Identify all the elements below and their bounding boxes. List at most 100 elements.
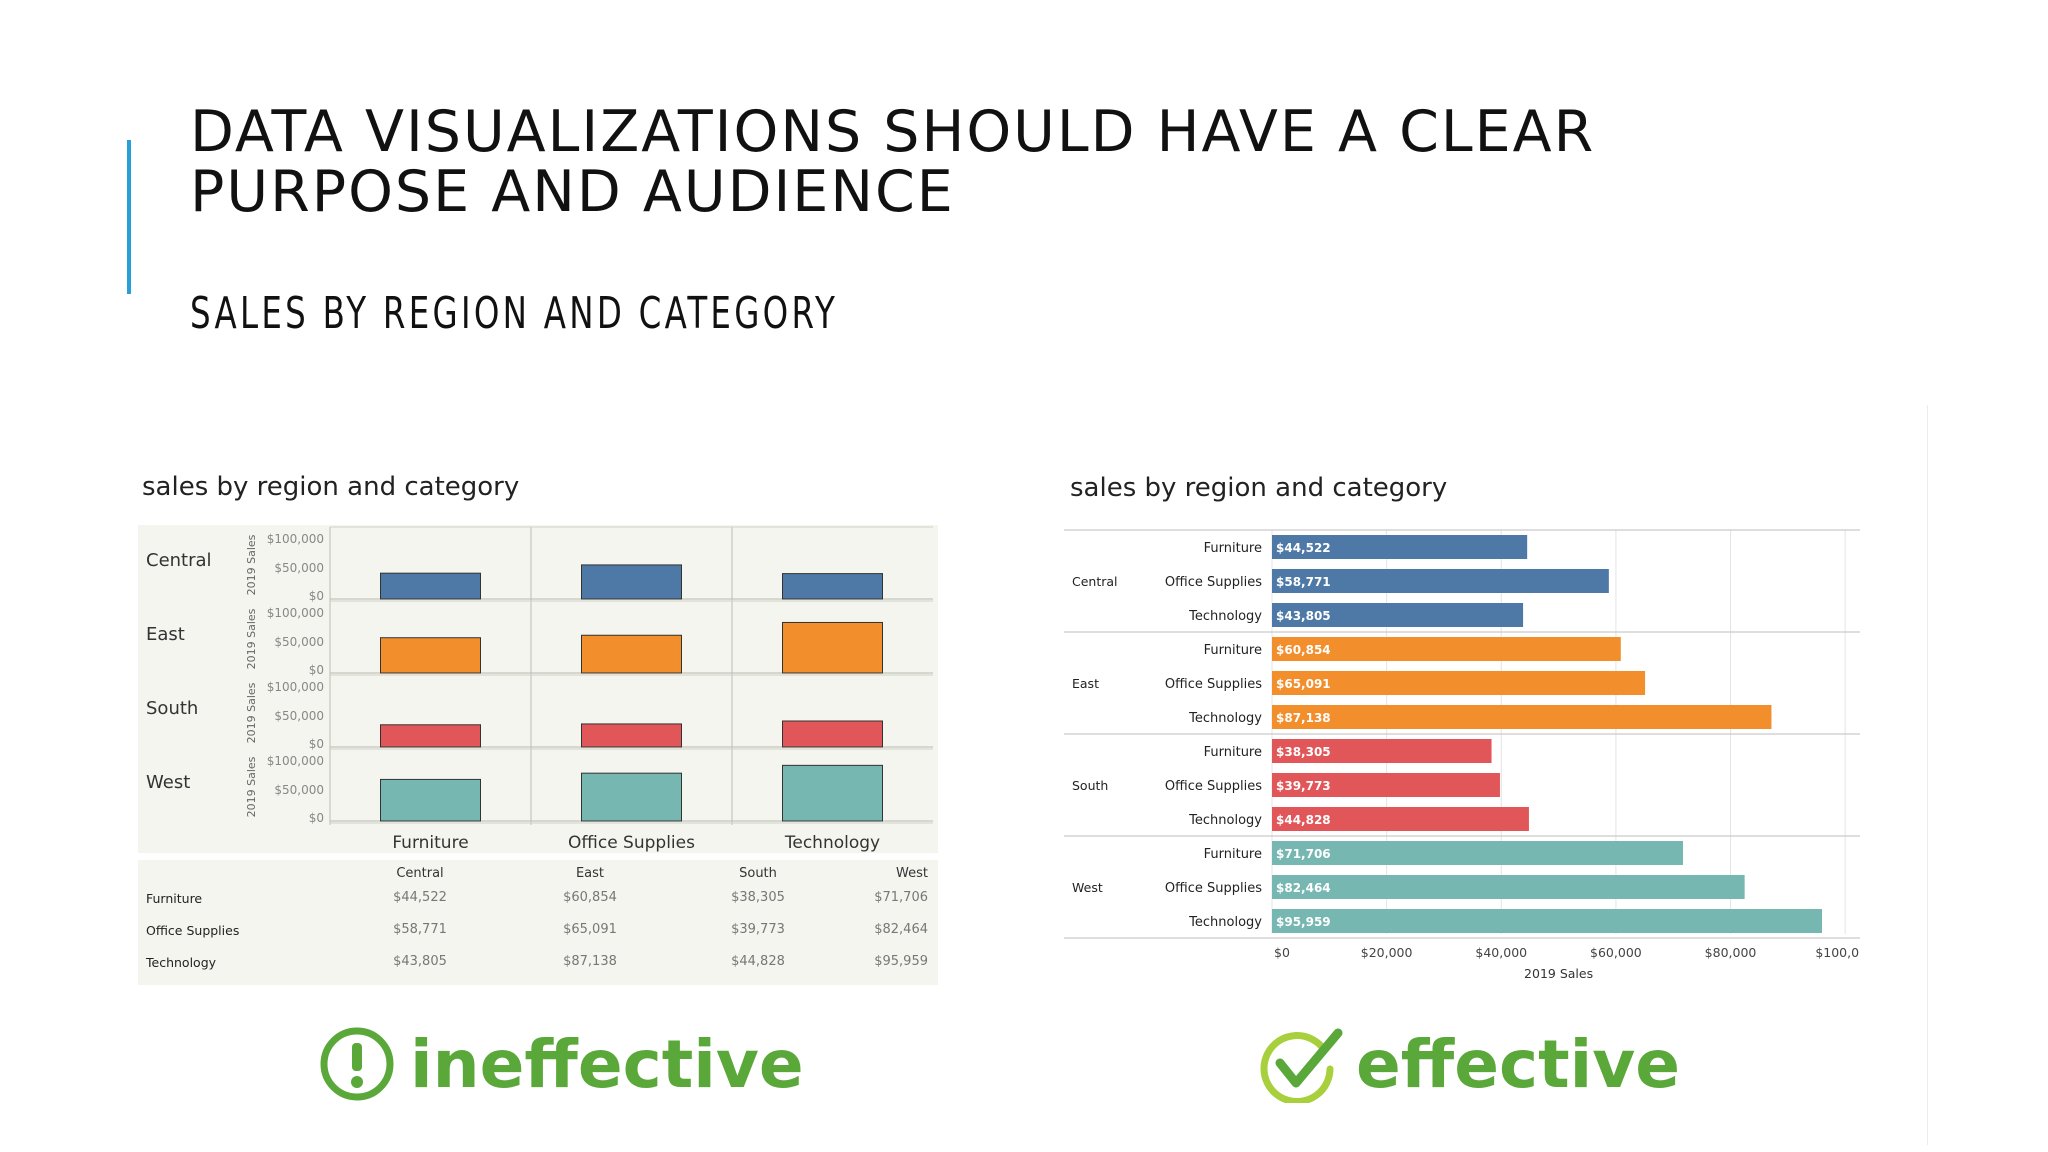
bar-central bbox=[782, 573, 883, 600]
y-tick-label: $0 bbox=[309, 811, 324, 825]
category-label: Technology bbox=[1188, 915, 1262, 930]
region-label: Central bbox=[146, 550, 212, 571]
table-cell: $60,854 bbox=[563, 890, 617, 905]
bar-value-label: $44,522 bbox=[1276, 541, 1331, 555]
x-tick-label: $80,000 bbox=[1705, 945, 1757, 960]
table-cell: $95,959 bbox=[874, 954, 928, 969]
bar-central bbox=[1272, 535, 1528, 559]
y-axis-label: 2019 Sales bbox=[245, 756, 258, 817]
table-cell: $43,805 bbox=[393, 954, 447, 969]
category-label: Furniture bbox=[1204, 745, 1262, 760]
table-header: Central bbox=[396, 866, 443, 881]
left-panel-title: sales by region and category bbox=[142, 472, 520, 502]
region-label: East bbox=[146, 624, 185, 645]
table-row-label: Furniture bbox=[146, 891, 202, 906]
bar-west bbox=[581, 772, 682, 822]
bar-value-label: $43,805 bbox=[1276, 609, 1331, 623]
bar-value-label: $60,854 bbox=[1276, 643, 1331, 657]
category-label: Furniture bbox=[1204, 643, 1262, 658]
category-label: Technology bbox=[1188, 609, 1262, 624]
y-axis-label: 2019 Sales bbox=[245, 682, 258, 743]
bar-south bbox=[581, 723, 682, 748]
region-label: West bbox=[1072, 880, 1103, 895]
slide-edge-divider bbox=[1927, 405, 1928, 1145]
bar-value-label: $71,706 bbox=[1276, 847, 1331, 861]
slide-title: DATA VISUALIZATIONS SHOULD HAVE A CLEAR … bbox=[190, 99, 1596, 225]
bar-west bbox=[1272, 909, 1822, 933]
bar-west bbox=[1272, 841, 1683, 865]
category-label: Office Supplies bbox=[1165, 677, 1262, 692]
table-row-label: Technology bbox=[145, 955, 217, 970]
region-label: East bbox=[1072, 676, 1099, 691]
bar-west bbox=[1272, 875, 1745, 899]
exclamation-circle-icon bbox=[320, 1027, 394, 1101]
table-cell: $44,828 bbox=[731, 954, 785, 969]
category-label: Furniture bbox=[392, 833, 468, 853]
bar-west bbox=[782, 764, 883, 822]
table-cell: $82,464 bbox=[874, 922, 928, 937]
bar-south bbox=[1272, 807, 1529, 831]
bar-value-label: $44,828 bbox=[1276, 813, 1331, 827]
category-label: Office Supplies bbox=[1165, 881, 1262, 896]
x-tick-label: $20,000 bbox=[1361, 945, 1413, 960]
table-cell: $38,305 bbox=[731, 890, 785, 905]
category-label: Office Supplies bbox=[568, 833, 695, 853]
table-cell: $44,522 bbox=[393, 890, 447, 905]
bar-east bbox=[581, 634, 682, 674]
bar-central bbox=[1272, 569, 1609, 593]
bar-central bbox=[581, 564, 682, 600]
table-row-label: Office Supplies bbox=[146, 923, 239, 938]
effective-verdict: effective bbox=[1260, 1025, 1680, 1103]
slide-subtitle: SALES BY REGION AND CATEGORY bbox=[190, 288, 839, 339]
title-accent-bar bbox=[127, 140, 131, 294]
x-tick-label: $0 bbox=[1274, 945, 1290, 960]
y-axis-label: 2019 Sales bbox=[245, 608, 258, 669]
bar-value-label: $82,464 bbox=[1276, 881, 1331, 895]
bar-value-label: $95,959 bbox=[1276, 915, 1331, 929]
y-tick-label: $0 bbox=[309, 589, 324, 603]
bar-central bbox=[380, 572, 481, 600]
table-header: South bbox=[739, 866, 777, 881]
bar-east bbox=[1272, 637, 1621, 661]
y-tick-label: $50,000 bbox=[274, 783, 324, 797]
ineffective-label: ineffective bbox=[410, 1025, 804, 1103]
category-label: Furniture bbox=[1204, 847, 1262, 862]
table-header: West bbox=[896, 866, 928, 881]
bar-value-label: $38,305 bbox=[1276, 745, 1331, 759]
checkmark-circle-icon bbox=[1260, 1028, 1343, 1103]
bar-south bbox=[1272, 773, 1500, 797]
bar-south bbox=[380, 724, 481, 748]
bar-west bbox=[380, 778, 481, 822]
bar-value-label: $39,773 bbox=[1276, 779, 1331, 793]
table-cell: $71,706 bbox=[874, 890, 928, 905]
y-tick-label: $50,000 bbox=[274, 635, 324, 649]
bar-east bbox=[380, 637, 481, 674]
bar-east bbox=[1272, 705, 1772, 729]
y-tick-label: $50,000 bbox=[274, 561, 324, 575]
region-label: South bbox=[146, 698, 198, 719]
bar-value-label: $87,138 bbox=[1276, 711, 1331, 725]
x-tick-label: $60,000 bbox=[1590, 945, 1642, 960]
table-header: East bbox=[576, 866, 604, 881]
ineffective-chart: Central $100,000 $50,000 $0 2019 Sales East $1… bbox=[138, 525, 938, 985]
y-tick-label: $100,000 bbox=[267, 532, 324, 546]
y-tick-label: $0 bbox=[309, 663, 324, 677]
y-axis-label: 2019 Sales bbox=[245, 534, 258, 595]
effective-label: effective bbox=[1356, 1025, 1681, 1103]
x-tick-label: $40,000 bbox=[1475, 945, 1527, 960]
bar-east bbox=[782, 621, 883, 674]
bar-east bbox=[1272, 671, 1646, 695]
y-tick-label: $0 bbox=[309, 737, 324, 751]
bar-south bbox=[782, 720, 883, 748]
bar-central bbox=[1272, 603, 1524, 627]
y-tick-label: $100,000 bbox=[267, 754, 324, 768]
right-panel-title: sales by region and category bbox=[1070, 473, 1448, 503]
table-cell: $87,138 bbox=[563, 954, 617, 969]
category-label: Technology bbox=[784, 833, 880, 853]
table-cell: $39,773 bbox=[731, 922, 785, 937]
category-label: Office Supplies bbox=[1165, 779, 1262, 794]
bar-value-label: $65,091 bbox=[1276, 677, 1331, 691]
category-label: Technology bbox=[1188, 813, 1262, 828]
ineffective-verdict: ineffective bbox=[318, 1025, 804, 1103]
bar-value-label: $58,771 bbox=[1276, 575, 1331, 589]
